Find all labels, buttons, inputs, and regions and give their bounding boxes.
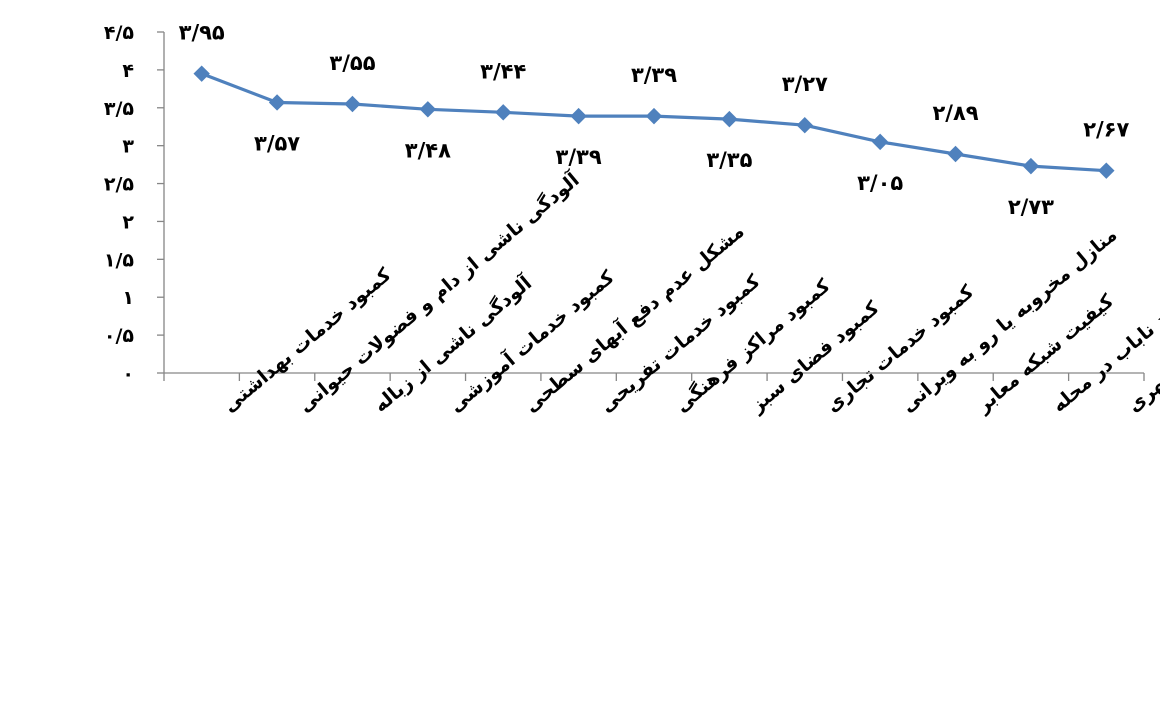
y-tick-label: ۱ xyxy=(122,287,134,309)
data-point-marker xyxy=(1022,157,1040,175)
data-point-marker xyxy=(344,95,361,113)
data-label: ۲/۶۷ xyxy=(1083,118,1129,142)
series-layer xyxy=(193,65,1115,179)
data-point-marker xyxy=(796,116,813,134)
data-point-marker xyxy=(419,101,437,118)
y-axis-ticks: ۰ ۰/۵ ۱ ۱/۵ ۲ ۲/۵ ۳ ۳/۵ ۴ ۴/۵ xyxy=(104,22,164,385)
x-axis-ticks xyxy=(163,373,1145,381)
data-label: ۳/۹۵ xyxy=(179,21,225,45)
y-tick-label: ۴ xyxy=(122,60,134,82)
chart-axes xyxy=(163,32,1144,374)
y-tick-label: ۳/۵ xyxy=(104,98,135,120)
data-label: ۳/۳۵ xyxy=(706,148,752,172)
y-tick-label: ۲ xyxy=(122,211,134,233)
category-label: کیفیت شبکه معابر xyxy=(972,289,1119,417)
y-tick-label: ۰/۵ xyxy=(104,325,135,347)
data-label: ۲/۷۳ xyxy=(1008,195,1054,219)
data-labels-layer: ۳/۹۵ ۳/۵۷ ۳/۵۵ ۳/۴۸ ۳/۴۴ ۳/۳۹ ۳/۳۹ ۳/۳۵ ۳/۲۷ ۳/۰۵… xyxy=(179,21,1130,219)
data-point-marker xyxy=(268,94,286,111)
data-point-marker xyxy=(871,133,889,151)
data-point-marker xyxy=(947,145,964,163)
y-tick-label: ۴/۵ xyxy=(104,22,135,44)
y-tick-label: ۳ xyxy=(122,136,134,158)
data-point-marker xyxy=(193,65,210,82)
data-label: ۳/۴۸ xyxy=(405,138,451,162)
data-label: ۳/۳۹ xyxy=(556,145,602,169)
data-label: ۲/۸۹ xyxy=(932,101,978,125)
data-point-marker xyxy=(1098,162,1115,179)
data-point-marker xyxy=(570,107,587,125)
y-tick-label: ۱/۵ xyxy=(104,249,135,271)
category-label: کمبود فضای سبز xyxy=(746,296,885,417)
data-label: ۳/۳۹ xyxy=(631,63,677,87)
data-label: ۳/۴۴ xyxy=(480,59,526,83)
data-label: ۳/۵۵ xyxy=(329,51,375,75)
data-label: ۳/۲۷ xyxy=(782,72,828,96)
data-point-marker xyxy=(495,104,512,121)
data-point-marker xyxy=(721,110,738,128)
y-tick-label: ۰ xyxy=(122,363,134,385)
y-tick-label: ۲/۵ xyxy=(104,174,135,196)
data-label: ۳/۰۵ xyxy=(857,171,903,195)
data-label: ۳/۵۷ xyxy=(254,131,300,155)
data-point-marker xyxy=(645,107,663,125)
